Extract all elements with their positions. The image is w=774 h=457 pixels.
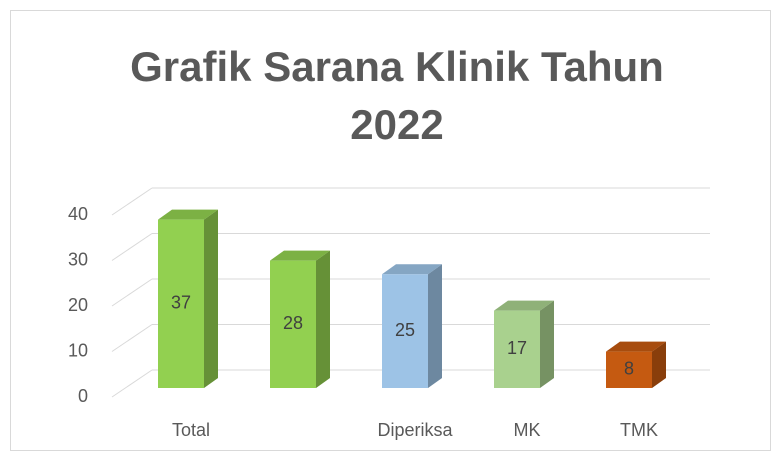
bar-top-shade [270, 250, 330, 261]
grid-line [111, 324, 153, 352]
bar [270, 250, 330, 388]
bar-top [382, 264, 442, 275]
bar [494, 300, 554, 388]
grid-line [111, 278, 153, 307]
bar-side-shade [652, 341, 666, 388]
bar-side [204, 209, 218, 388]
bar-side-shade [204, 209, 218, 388]
bar [606, 341, 666, 388]
y-tick-label: 40 [68, 204, 88, 224]
grid-line [111, 233, 153, 261]
bar-top-shade [158, 209, 218, 220]
bar-top [270, 250, 330, 261]
bar-front [158, 219, 204, 388]
bar-front [606, 351, 652, 388]
bar-top [158, 209, 218, 220]
bar-top-shade [382, 264, 442, 275]
data-label: 37 [171, 293, 191, 313]
y-tick-label: 30 [68, 249, 88, 269]
bar-front [382, 274, 428, 388]
bar-top [494, 300, 554, 311]
bar-side [652, 341, 666, 388]
x-tick-label: MK [514, 420, 541, 440]
y-tick-label: 0 [78, 386, 88, 406]
grid-line [111, 369, 153, 398]
data-label: 25 [395, 320, 415, 340]
data-label: 17 [507, 338, 527, 358]
bar-side [540, 300, 554, 388]
bar-top-shade [494, 300, 554, 311]
bar-side-shade [316, 250, 330, 388]
bar-front [270, 260, 316, 388]
bar-side-shade [428, 264, 442, 388]
x-tick-label: Total [172, 420, 210, 440]
bar-side [316, 250, 330, 388]
y-tick-label: 10 [68, 340, 88, 360]
bar-top [606, 341, 666, 352]
bar-side-shade [540, 300, 554, 388]
data-label: 8 [624, 359, 634, 379]
bar [382, 264, 442, 388]
bar-side [428, 264, 442, 388]
chart-title: Grafik Sarana Klinik Tahun 2022 [130, 43, 664, 148]
y-tick-label: 20 [68, 295, 88, 315]
grid-line [111, 187, 153, 216]
bar [158, 209, 218, 388]
data-label: 28 [283, 313, 303, 333]
x-tick-label: TMK [620, 420, 658, 440]
x-tick-label: Diperiksa [377, 420, 453, 440]
bar-front [494, 310, 540, 388]
bar-top-shade [606, 341, 666, 352]
